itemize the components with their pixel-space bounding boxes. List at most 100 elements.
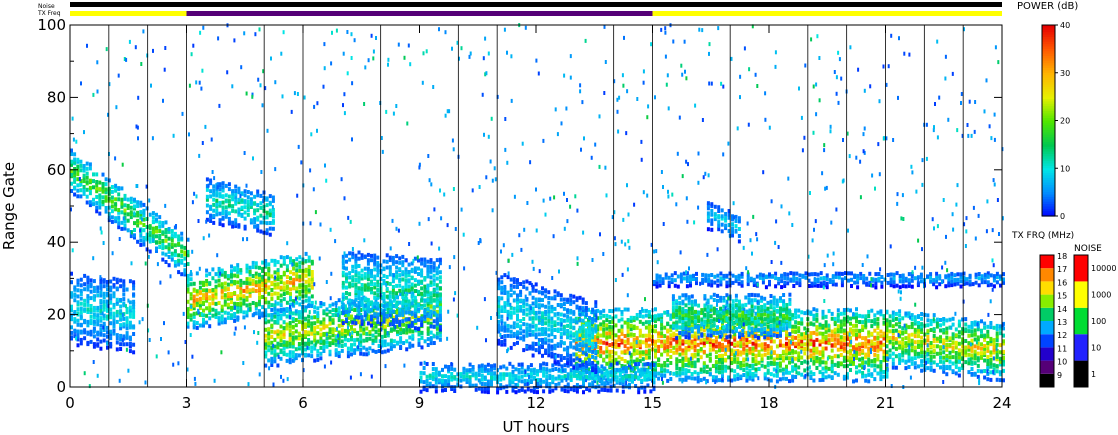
data-cell bbox=[95, 172, 99, 177]
data-cell bbox=[894, 340, 898, 345]
data-cell bbox=[417, 332, 421, 337]
data-cell bbox=[849, 359, 852, 364]
data-cell bbox=[939, 351, 942, 356]
data-cell bbox=[183, 268, 187, 273]
data-cell bbox=[180, 258, 184, 263]
data-cell bbox=[748, 346, 752, 351]
data-cell bbox=[830, 369, 834, 374]
data-cell bbox=[186, 307, 190, 312]
data-cell bbox=[750, 319, 754, 324]
data-cell bbox=[88, 185, 92, 190]
data-cell bbox=[539, 363, 543, 368]
data-cell bbox=[654, 367, 657, 372]
noise-label: Noise bbox=[38, 3, 55, 10]
data-cell bbox=[271, 207, 275, 212]
data-cell bbox=[503, 308, 507, 313]
data-cell bbox=[253, 217, 257, 222]
data-cell bbox=[341, 302, 345, 307]
data-cell bbox=[148, 212, 152, 217]
data-cell bbox=[322, 302, 326, 307]
data-cell bbox=[742, 307, 746, 312]
data-cell bbox=[186, 253, 190, 258]
data-cell bbox=[794, 315, 798, 320]
data-cell bbox=[699, 367, 703, 372]
data-cell bbox=[818, 339, 822, 344]
data-cell bbox=[766, 335, 770, 340]
data-cell bbox=[423, 311, 427, 315]
data-cell bbox=[114, 197, 118, 202]
data-cell bbox=[760, 356, 764, 361]
data-cell bbox=[675, 308, 679, 313]
data-cell bbox=[404, 295, 408, 300]
data-cell bbox=[785, 314, 789, 319]
data-cell bbox=[411, 334, 415, 339]
data-cell bbox=[251, 278, 255, 283]
data-cell bbox=[904, 341, 908, 346]
data-cell bbox=[337, 298, 341, 303]
data-cell bbox=[183, 270, 187, 275]
data-cell bbox=[248, 307, 252, 311]
data-cell bbox=[391, 259, 395, 264]
data-cell bbox=[646, 373, 650, 378]
data-cell bbox=[920, 350, 924, 355]
data-cell bbox=[370, 290, 373, 295]
data-cell bbox=[632, 369, 636, 373]
data-cell bbox=[334, 308, 338, 312]
data-cell bbox=[151, 219, 155, 224]
data-cell bbox=[566, 382, 570, 387]
data-cell bbox=[519, 289, 523, 294]
data-cell bbox=[107, 218, 111, 223]
data-cell bbox=[236, 269, 240, 274]
data-cell bbox=[709, 307, 713, 312]
data-cell bbox=[298, 268, 302, 273]
data-cell bbox=[239, 309, 243, 314]
data-cell bbox=[120, 210, 124, 215]
data-cell bbox=[148, 239, 152, 244]
data-cell bbox=[600, 364, 604, 369]
data-cell bbox=[879, 347, 883, 352]
data-cell bbox=[942, 367, 946, 371]
data-cell bbox=[614, 339, 618, 344]
data-cell bbox=[932, 348, 936, 353]
data-cell bbox=[136, 204, 140, 208]
data-cell bbox=[322, 317, 326, 322]
data-cell bbox=[353, 338, 357, 343]
data-cell bbox=[370, 253, 373, 258]
data-cell bbox=[970, 360, 974, 365]
data-cell bbox=[867, 379, 871, 384]
data-cell bbox=[360, 286, 364, 291]
data-cell bbox=[483, 386, 487, 391]
data-cell bbox=[882, 331, 886, 336]
data-cell bbox=[620, 328, 624, 333]
data-cell bbox=[208, 305, 212, 310]
data-cell bbox=[328, 309, 332, 314]
data-cell bbox=[237, 207, 241, 212]
data-cell bbox=[251, 281, 255, 286]
data-cell bbox=[666, 348, 670, 353]
data-cell bbox=[398, 300, 402, 305]
data-cell bbox=[602, 333, 606, 338]
data-cell bbox=[660, 339, 664, 344]
data-cell bbox=[214, 308, 218, 313]
data-cell bbox=[404, 273, 408, 278]
data-cell bbox=[205, 320, 209, 325]
data-cell bbox=[471, 365, 475, 369]
data-cell bbox=[114, 216, 118, 221]
data-cell bbox=[719, 334, 723, 339]
data-cell bbox=[894, 365, 898, 370]
data-cell bbox=[879, 370, 883, 375]
data-cell bbox=[596, 345, 600, 349]
data-cell bbox=[745, 357, 749, 362]
data-cell bbox=[404, 281, 408, 286]
data-cell bbox=[800, 339, 804, 344]
data-cell bbox=[346, 312, 350, 317]
data-cell bbox=[618, 381, 622, 386]
data-cell bbox=[301, 315, 304, 320]
data-cell bbox=[815, 317, 819, 322]
data-cell bbox=[582, 365, 585, 369]
data-cell bbox=[754, 339, 758, 344]
data-cell bbox=[294, 323, 298, 328]
data-cell bbox=[529, 379, 533, 384]
data-cell bbox=[722, 298, 726, 303]
data-cell bbox=[901, 350, 905, 355]
